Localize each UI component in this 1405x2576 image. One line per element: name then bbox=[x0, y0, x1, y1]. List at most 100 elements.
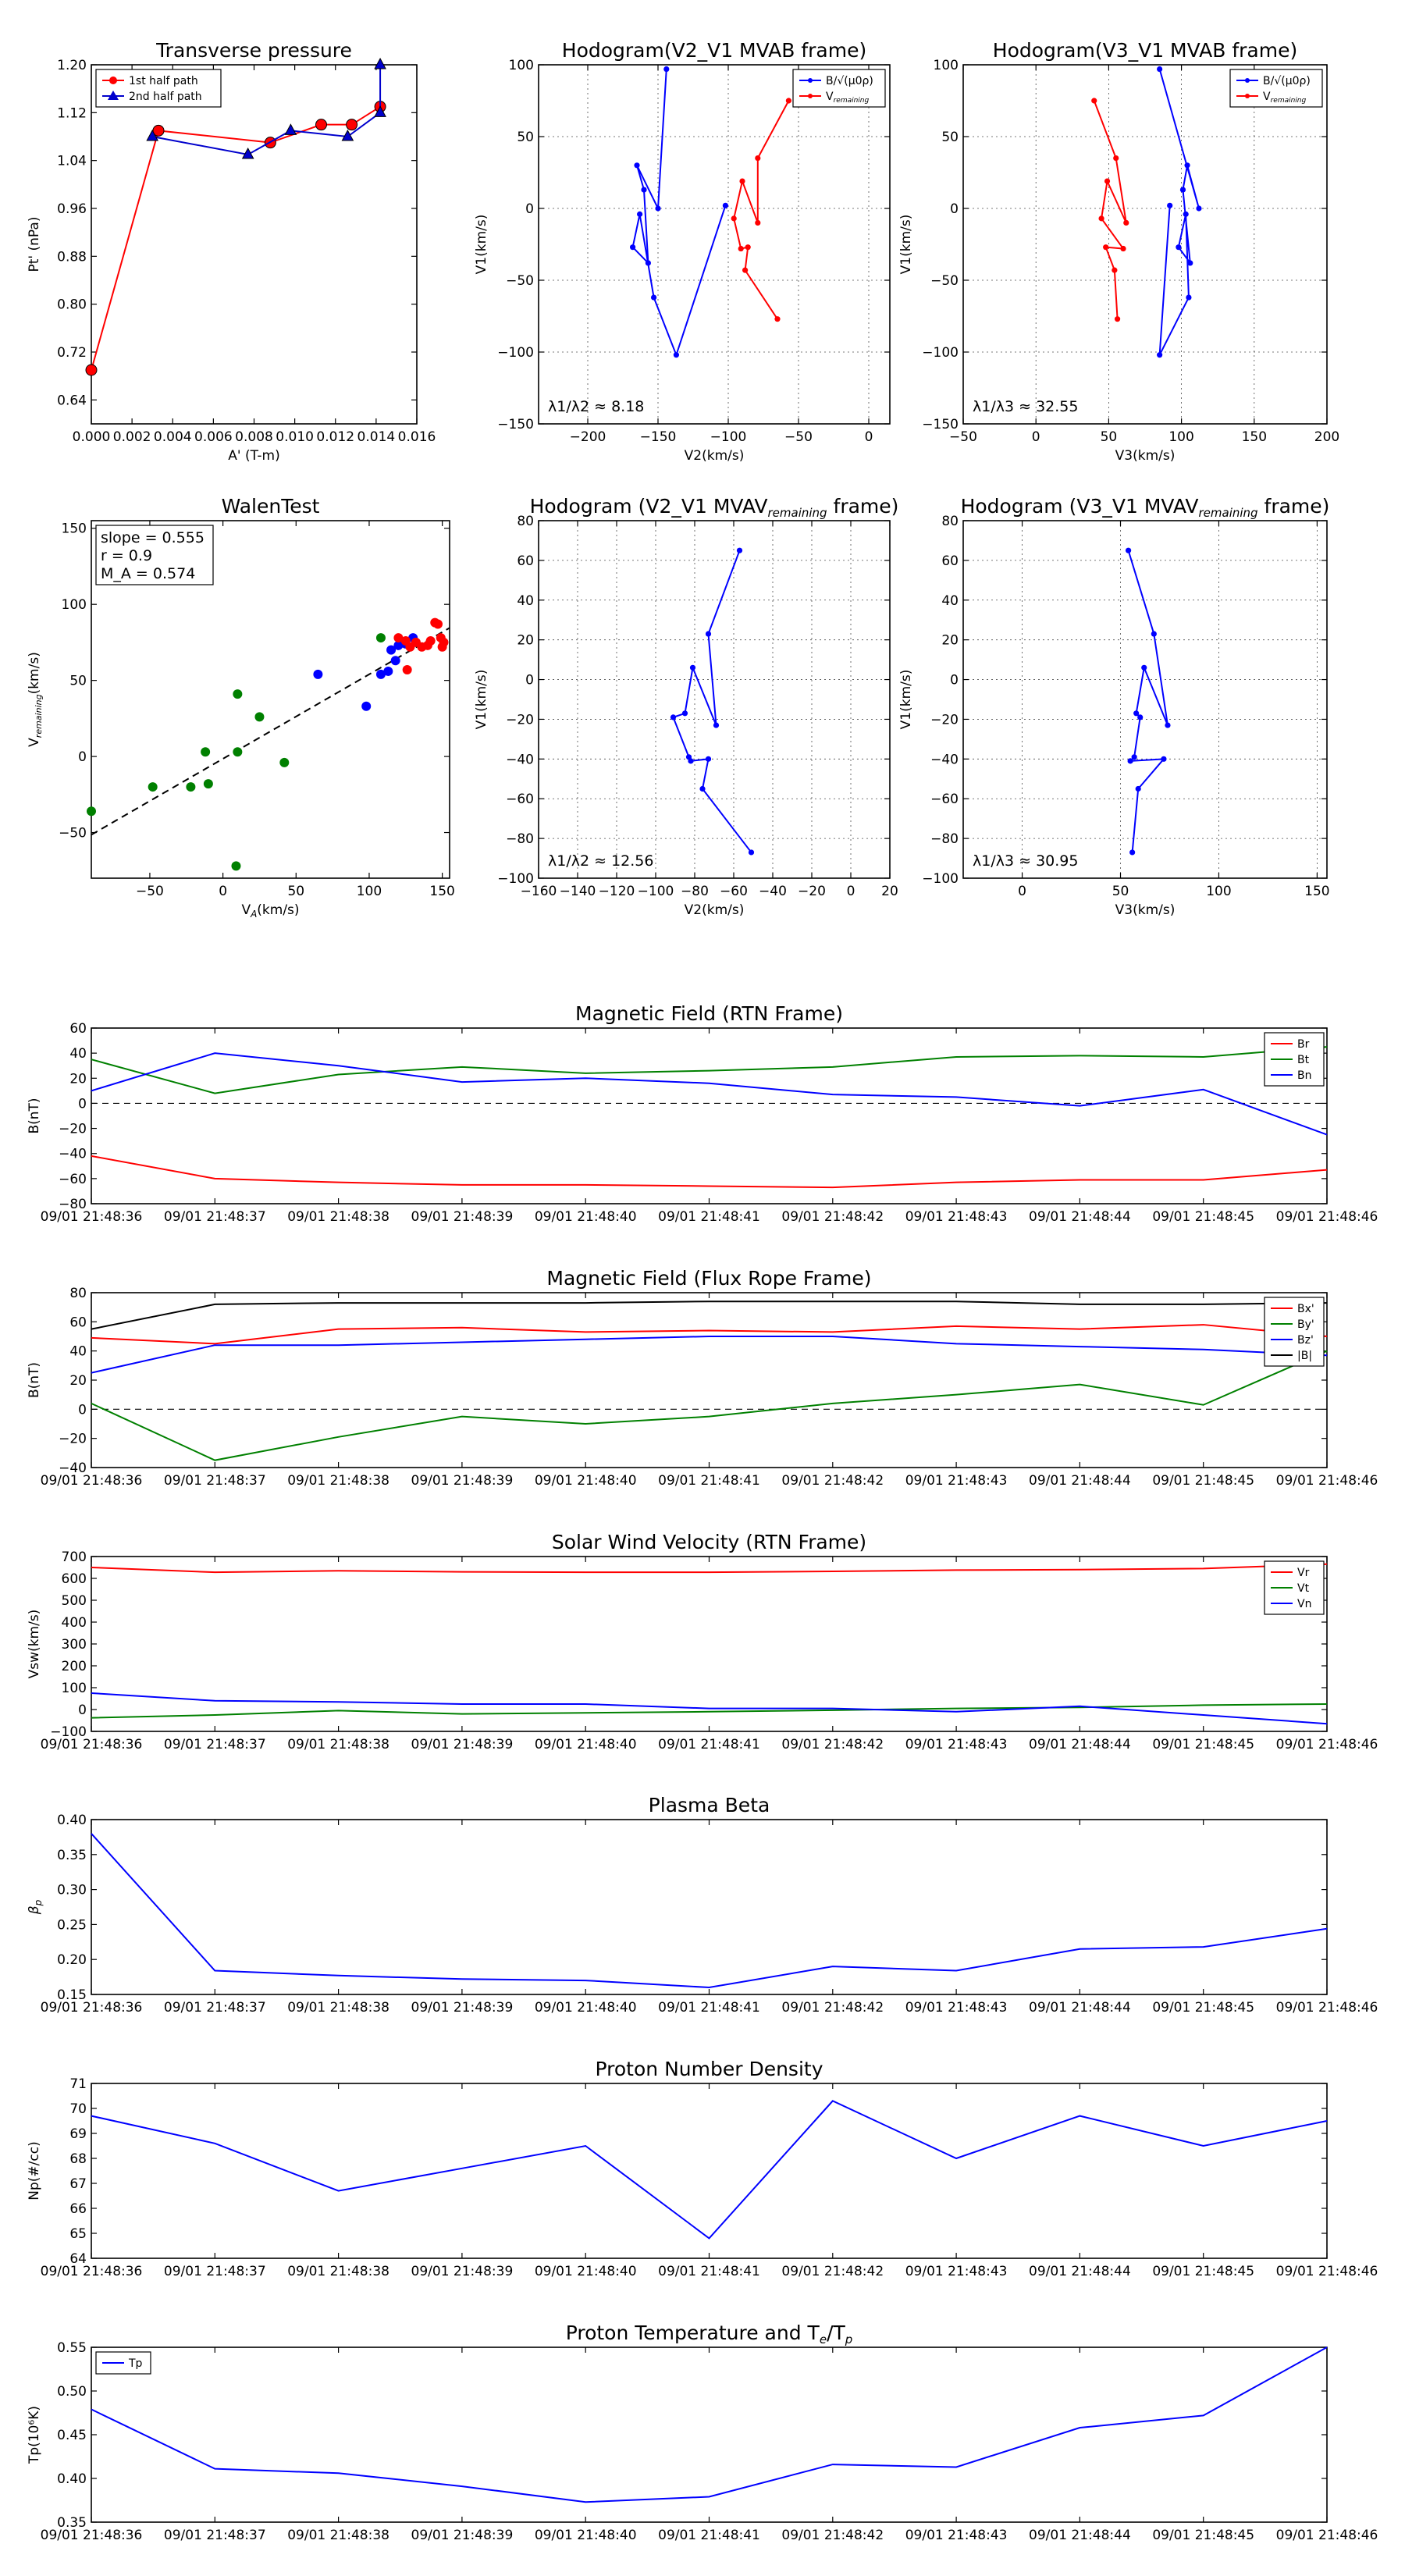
chart-hodo_v3v1_rem: Hodogram (V3_V1 MVAVremaining frame) −100… bbox=[898, 495, 1330, 918]
xtick-label: 50 bbox=[1101, 429, 1118, 445]
data-point bbox=[1184, 162, 1190, 169]
xtick-label: 09/01 21:48:36 bbox=[41, 2264, 143, 2279]
data-point bbox=[742, 267, 749, 273]
chart-transverse: Transverse pressure 0.64 0.72 0.80 0.88 0.96 1… bbox=[27, 39, 436, 464]
xtick-label: 09/01 21:48:44 bbox=[1029, 1737, 1131, 1752]
ytick-label: 60 bbox=[941, 553, 959, 569]
ytick-label: 0.35 bbox=[57, 1848, 87, 1863]
y-axis-label: Vsw(km/s) bbox=[27, 1610, 42, 1679]
xtick-label: 09/01 21:48:45 bbox=[1152, 2000, 1254, 2016]
data-point bbox=[637, 211, 643, 217]
plot-frame bbox=[538, 520, 891, 879]
legend-marker bbox=[1245, 94, 1250, 98]
legend-label: 2nd half path bbox=[129, 91, 202, 103]
plot-frame bbox=[91, 1027, 1328, 1204]
data-point bbox=[346, 119, 358, 131]
xtick-label: 09/01 21:48:40 bbox=[535, 2000, 637, 2016]
series-line bbox=[91, 1350, 1328, 1461]
plot-frame bbox=[91, 64, 418, 425]
ytick-label: 0.55 bbox=[57, 2340, 87, 2356]
data-point bbox=[705, 756, 712, 762]
ytick-label: 40 bbox=[69, 1344, 87, 1360]
xtick-label: 150 bbox=[1242, 429, 1267, 445]
ytick-label: −20 bbox=[59, 1432, 87, 1447]
xtick-label: 100 bbox=[357, 884, 382, 899]
ytick-label: 0.25 bbox=[57, 1917, 87, 1933]
xtick-label: 09/01 21:48:45 bbox=[1152, 2264, 1254, 2279]
data-point bbox=[1137, 714, 1144, 720]
ytick-label: −20 bbox=[930, 712, 959, 728]
data-point bbox=[433, 619, 443, 629]
xtick-label: 0.010 bbox=[276, 429, 314, 445]
chart-tp: Proton Temperature and Te/Tp 0.35 0.40 0.45… bbox=[27, 2322, 1378, 2543]
ytick-label: 40 bbox=[517, 593, 534, 609]
data-point bbox=[1157, 352, 1163, 358]
ytick-label: 50 bbox=[941, 130, 959, 145]
x-axis-label: V3(km/s) bbox=[1115, 448, 1176, 464]
xtick-label: 09/01 21:48:37 bbox=[164, 2264, 266, 2279]
chart-title: Hodogram(V3_V1 MVAB frame) bbox=[993, 39, 1297, 62]
xtick-label: 09/01 21:48:42 bbox=[781, 1737, 884, 1752]
series-line bbox=[672, 550, 752, 853]
ytick-label: −60 bbox=[59, 1172, 87, 1187]
data-point bbox=[146, 129, 159, 141]
xtick-label: 50 bbox=[1112, 884, 1129, 899]
ytick-label: 1.04 bbox=[57, 154, 87, 169]
xtick-label: 09/01 21:48:39 bbox=[411, 1473, 514, 1489]
ytick-label: 69 bbox=[69, 2126, 87, 2142]
xtick-label: −140 bbox=[560, 884, 596, 899]
ytick-label: 1.12 bbox=[57, 105, 87, 121]
xtick-label: 09/01 21:48:36 bbox=[41, 2000, 143, 2016]
data-point bbox=[713, 722, 720, 728]
xtick-label: 09/01 21:48:46 bbox=[1276, 1473, 1378, 1489]
xtick-label: −120 bbox=[599, 884, 635, 899]
ytick-label: 65 bbox=[69, 2226, 87, 2242]
data-point bbox=[1127, 758, 1133, 764]
y-axis-label: V1(km/s) bbox=[898, 215, 914, 275]
ytick-label: 700 bbox=[62, 1550, 87, 1565]
ytick-label: 0 bbox=[78, 1402, 87, 1418]
xtick-label: 09/01 21:48:40 bbox=[535, 1209, 637, 1225]
ytick-label: 600 bbox=[62, 1571, 87, 1587]
data-point bbox=[755, 219, 761, 226]
data-point bbox=[739, 178, 745, 184]
chart-hodo_v2v1_rem: Hodogram (V2_V1 MVAVremaining frame) −100… bbox=[474, 495, 898, 918]
legend-box bbox=[95, 69, 222, 108]
data-point bbox=[1104, 178, 1111, 184]
xtick-label: 09/01 21:48:43 bbox=[905, 1473, 1008, 1489]
xtick-label: −200 bbox=[570, 429, 606, 445]
chart-title: Solar Wind Velocity (RTN Frame) bbox=[552, 1531, 866, 1553]
ytick-label: 200 bbox=[62, 1659, 87, 1674]
xtick-label: −60 bbox=[720, 884, 748, 899]
ytick-label: 0 bbox=[78, 749, 87, 765]
ytick-label: 0 bbox=[78, 1096, 87, 1112]
xtick-label: 150 bbox=[429, 884, 454, 899]
data-point bbox=[655, 205, 661, 212]
xtick-label: −50 bbox=[136, 884, 164, 899]
ytick-label: −50 bbox=[930, 273, 959, 289]
y-axis-label: B(nT) bbox=[27, 1362, 42, 1398]
data-point bbox=[186, 782, 196, 792]
data-point bbox=[1176, 244, 1182, 251]
data-point bbox=[233, 689, 243, 699]
xtick-label: 09/01 21:48:38 bbox=[287, 2264, 389, 2279]
y-axis-label: V1(km/s) bbox=[474, 670, 489, 730]
xtick-label: −100 bbox=[710, 429, 747, 445]
ytick-label: −80 bbox=[930, 831, 959, 847]
data-point bbox=[736, 547, 743, 553]
plot-frame bbox=[91, 1292, 1328, 1468]
y-axis-label: B(nT) bbox=[27, 1098, 42, 1133]
xtick-label: 09/01 21:48:36 bbox=[41, 1737, 143, 1752]
legend-label: 1st half path bbox=[129, 75, 198, 87]
chart-magfr: Magnetic Field (Flux Rope Frame) −40 −20 0 2… bbox=[27, 1267, 1378, 1489]
legend-marker bbox=[808, 94, 813, 98]
xtick-label: 09/01 21:48:41 bbox=[658, 1473, 760, 1489]
data-point bbox=[651, 294, 657, 301]
data-point bbox=[284, 123, 297, 135]
data-point bbox=[689, 664, 696, 671]
ytick-label: 0 bbox=[525, 673, 534, 688]
data-point bbox=[705, 631, 712, 637]
ytick-label: 67 bbox=[69, 2176, 87, 2192]
y-axis-label: Vremaining(km/s) bbox=[27, 652, 44, 747]
ratio-annotation: λ1/λ2 ≈ 8.18 bbox=[548, 398, 644, 415]
